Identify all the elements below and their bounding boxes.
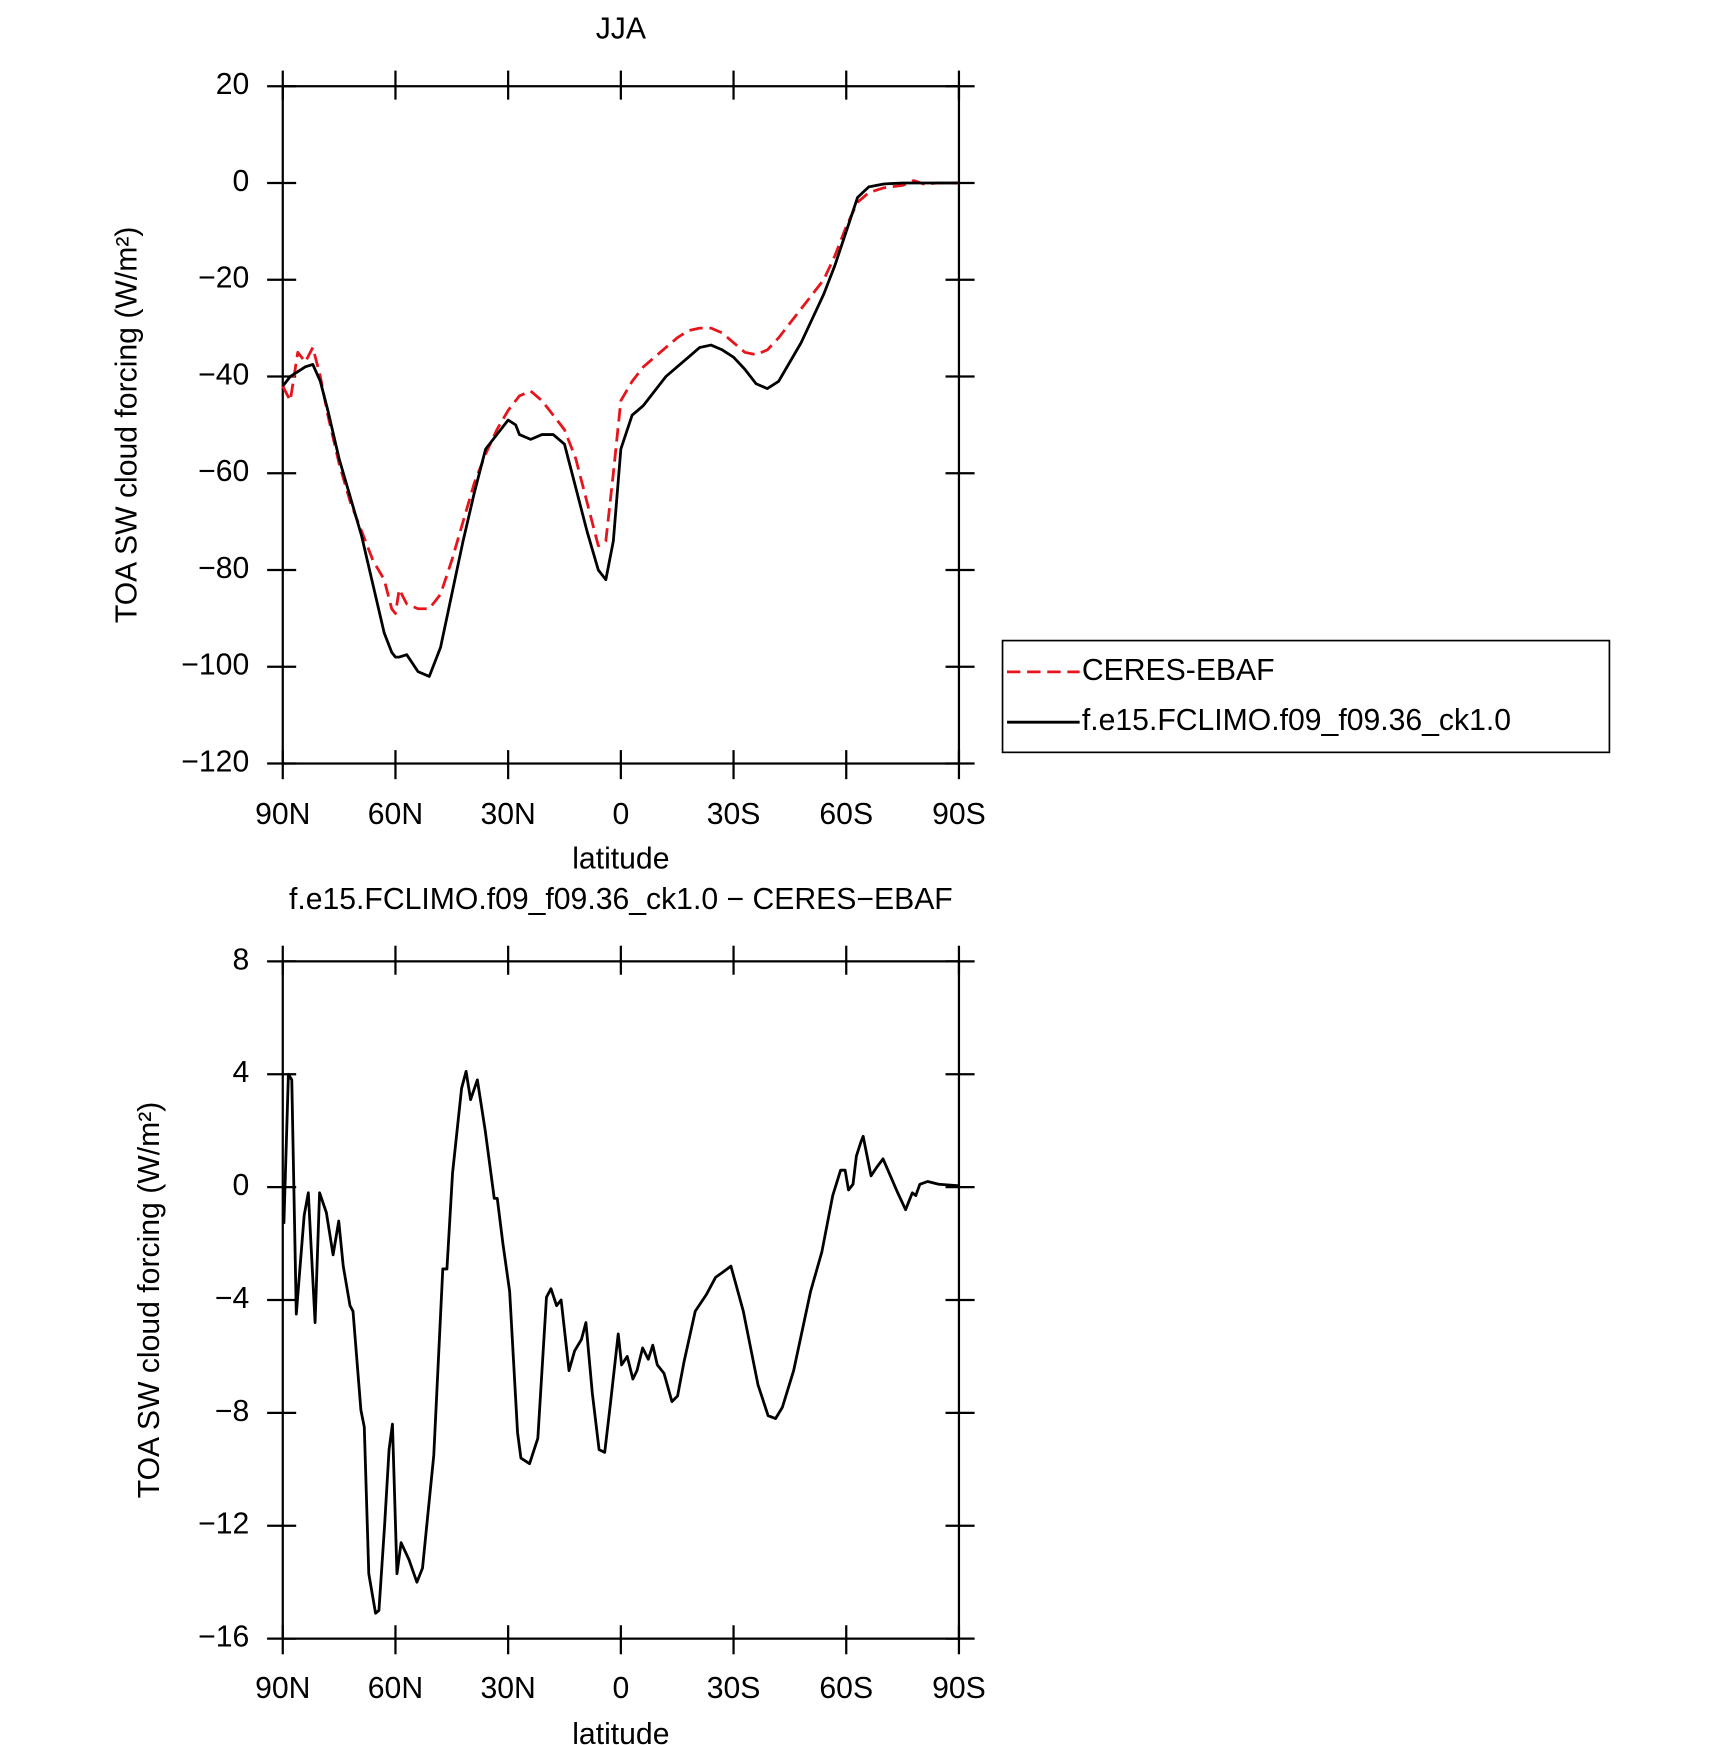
chart-title: JJA: [596, 12, 647, 45]
legend-label: CERES-EBAF: [1082, 654, 1275, 687]
data-line: [281, 181, 959, 678]
y-tick-label: −120: [181, 745, 249, 778]
x-tick-label: 30N: [480, 798, 535, 831]
x-tick-label: 0: [612, 1672, 629, 1705]
x-tick-label: 60S: [819, 798, 873, 831]
data-line: [282, 1070, 960, 1615]
legend-box: [1001, 639, 1611, 754]
y-tick-label: −8: [215, 1395, 249, 1428]
x-tick-label: 30N: [480, 1672, 535, 1705]
plot-frame: [281, 85, 961, 765]
y-tick-label: 0: [232, 1169, 249, 1202]
y-tick-label: −100: [181, 649, 249, 682]
x-tick-label: 30S: [707, 798, 761, 831]
y-tick-label: 0: [232, 165, 249, 198]
y-tick-label: 20: [216, 68, 250, 101]
y-axis-label: TOA SW cloud forcing (W/m²): [110, 227, 143, 624]
x-tick-label: 0: [612, 798, 629, 831]
x-tick-label: 30S: [707, 1672, 761, 1705]
x-tick-label: 90S: [932, 798, 986, 831]
x-axis-label: latitude: [572, 1718, 669, 1745]
chart-title: f.e15.FCLIMO.f09_f09.36_ck1.0 − CERES−EB…: [289, 883, 953, 916]
x-tick-label: 90S: [932, 1672, 986, 1705]
legend-label: f.e15.FCLIMO.f09_f09.36_ck1.0: [1082, 704, 1511, 737]
y-axis-label: TOA SW cloud forcing (W/m²): [133, 1102, 166, 1499]
x-tick-label: 90N: [255, 798, 310, 831]
y-tick-label: −80: [198, 552, 249, 585]
y-tick-label: −60: [198, 455, 249, 488]
y-tick-label: −40: [198, 358, 249, 391]
x-tick-label: 60N: [368, 798, 423, 831]
y-tick-label: −4: [215, 1282, 249, 1315]
data-line: [281, 179, 959, 615]
y-tick-label: −16: [198, 1621, 249, 1654]
y-tick-label: 8: [232, 943, 249, 976]
x-tick-label: 60N: [368, 1672, 423, 1705]
y-tick-label: 4: [232, 1056, 249, 1089]
x-tick-label: 90N: [255, 1672, 310, 1705]
x-tick-label: 60S: [819, 1672, 873, 1705]
y-tick-label: −12: [198, 1508, 249, 1541]
x-axis-label: latitude: [572, 843, 669, 876]
y-tick-label: −20: [198, 262, 249, 295]
